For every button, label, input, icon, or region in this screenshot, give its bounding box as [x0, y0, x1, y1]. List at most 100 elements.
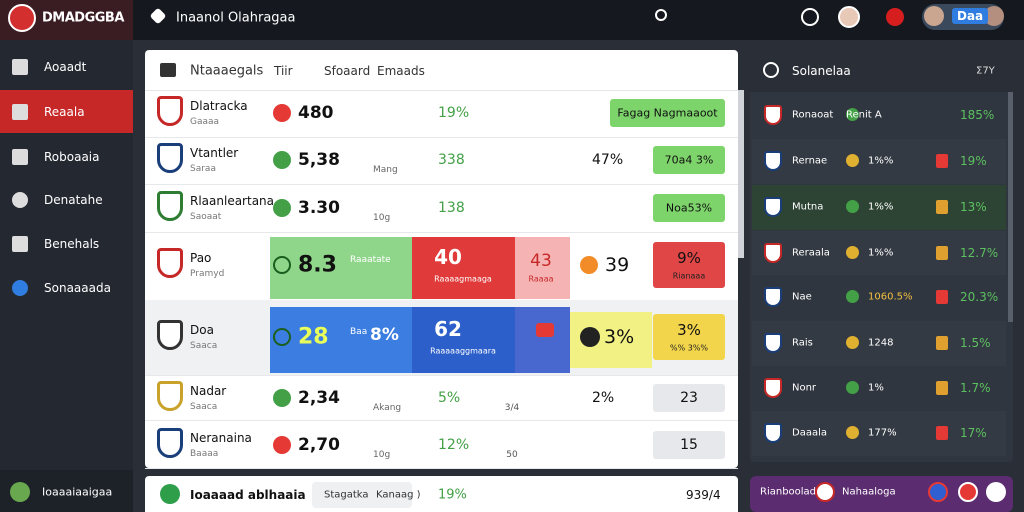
action-button[interactable] [653, 314, 725, 360]
team-name: Vtantler [190, 146, 239, 160]
panel-value: 1% [868, 382, 884, 394]
panel-name: Daaala [792, 427, 827, 439]
panel-header [750, 50, 1013, 92]
panel-pct: 13% [960, 200, 987, 214]
panel-row [752, 411, 1006, 456]
draw-value: 43 [530, 251, 552, 271]
team-sub: Saoaat [190, 212, 222, 222]
action-button[interactable] [653, 146, 725, 174]
panel-icon [846, 290, 859, 303]
row-divider [145, 232, 738, 233]
team-sub: Baaaa [190, 449, 219, 459]
panel-value: Renit A [846, 109, 882, 121]
action-value: Fagag Nagmaaoot [617, 106, 718, 120]
percent: 338 [438, 152, 465, 168]
team-sub: Saraa [190, 164, 216, 174]
sidebar-footer-text[interactable]: Ioaaaiaaigaa [42, 485, 113, 499]
notification-icon[interactable] [801, 8, 819, 26]
panel-logo [764, 151, 782, 171]
panel-flag [936, 290, 948, 304]
team-name: Dlatracka [190, 99, 248, 113]
share: 3% [604, 326, 635, 348]
panel-icon [846, 381, 859, 394]
action-button[interactable] [610, 99, 725, 127]
panel-flag [936, 246, 948, 260]
team-sub: Saaca [190, 341, 218, 351]
row-divider [145, 468, 738, 469]
sidebar-icon [12, 59, 28, 75]
team-logo [157, 381, 183, 411]
panel-name: Mutna [792, 201, 824, 213]
panel-pct: 1.5% [960, 336, 991, 350]
sidebar-item[interactable]: Reaala [44, 105, 85, 119]
column-header: Ntaaaegals [190, 63, 264, 79]
panel-footer-button[interactable] [986, 482, 1006, 502]
sidebar-item[interactable]: Aoaadt [44, 60, 87, 74]
panel-footer-text: Rianbooladt [760, 486, 820, 498]
panel-pct: 185% [960, 108, 995, 122]
panel-footer-icon [815, 482, 835, 502]
home-value: 40 [434, 245, 462, 269]
home-label: Raaaagmaaga [434, 274, 492, 284]
sidebar-icon [12, 192, 28, 208]
team-logo [157, 248, 183, 278]
action-button[interactable] [653, 194, 725, 222]
logo-badge [8, 4, 36, 32]
footer-tab[interactable] [312, 482, 412, 508]
action-value: 15 [680, 437, 698, 453]
action-button[interactable] [653, 431, 725, 459]
draw-block [515, 307, 570, 373]
column-header: Sfoaard [324, 64, 371, 78]
panel-flag [936, 200, 948, 214]
team-name: Neranaina [190, 431, 252, 445]
alert-icon[interactable] [886, 8, 904, 26]
footer-label: Kanaag ) [376, 489, 421, 501]
panel-value: 1%% [868, 155, 894, 167]
panel-scrollbar [1008, 92, 1013, 322]
panel-row [752, 231, 1006, 276]
odds-icon [273, 199, 291, 217]
panel-pct: 17% [960, 426, 987, 440]
panel-name: Rais [792, 337, 813, 349]
sidebar-item[interactable]: Denatahe [44, 193, 103, 207]
panel-search[interactable] [763, 62, 779, 78]
panel-logo [764, 378, 782, 398]
percent: 12% [438, 437, 470, 453]
action-label: Rianaaa [672, 271, 706, 281]
panel-footer-button[interactable] [958, 482, 978, 502]
action-value: Noa53% [665, 201, 713, 215]
draw-value: 50 [506, 450, 518, 460]
panel-icon [846, 200, 859, 213]
panel-footer-button[interactable] [928, 482, 948, 502]
home-block [412, 237, 515, 299]
footer-bar [145, 476, 738, 512]
team-logo [157, 320, 183, 350]
user-name: Daa [952, 8, 989, 24]
panel-value: 1060.5% [868, 291, 913, 303]
panel-title: Solanelaa [792, 64, 851, 78]
panel-row [752, 275, 1006, 320]
search-icon[interactable] [655, 9, 667, 21]
team-name: Doa [190, 323, 214, 337]
panel-name: Ronaoat [792, 109, 834, 121]
share-icon [580, 327, 600, 347]
draw-value: 3/4 [504, 403, 520, 413]
home-block [412, 307, 515, 373]
action-value: 9% [677, 249, 701, 267]
odds-note: Akang [373, 403, 402, 413]
panel-name: Reraala [792, 247, 830, 259]
action-button[interactable] [653, 242, 725, 288]
sidebar-item[interactable]: Sonaaaada [44, 281, 111, 295]
sidebar-item[interactable]: Roboaaia [44, 150, 100, 164]
percent: 8% [370, 325, 399, 345]
action-button[interactable] [653, 384, 725, 412]
avatar[interactable] [838, 6, 860, 28]
logo-text: DMADGGBA [42, 10, 124, 26]
sidebar-item[interactable]: Benehals [44, 237, 100, 251]
sidebar-icon [12, 280, 28, 296]
panel-row [752, 366, 1006, 411]
scrollbar [738, 90, 744, 258]
odds-icon [273, 328, 291, 346]
sidebar-icon [12, 104, 28, 120]
sidebar-icon [12, 149, 28, 165]
